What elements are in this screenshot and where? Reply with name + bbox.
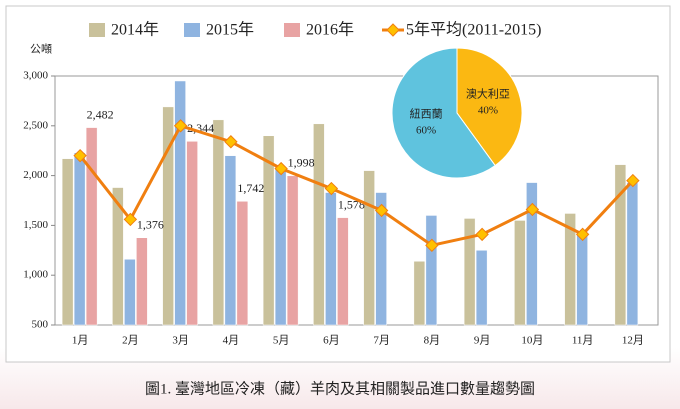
line-marker (525, 202, 540, 217)
x-tick-label: 11月 (572, 335, 594, 347)
x-tick-label: 10月 (521, 335, 543, 347)
bar (112, 187, 124, 326)
bar (186, 141, 198, 326)
x-tick-label: 9月 (474, 335, 491, 347)
line-marker (475, 227, 489, 242)
bar (514, 220, 526, 326)
x-tick-label: 6月 (323, 335, 340, 347)
bar (313, 123, 325, 326)
bar (475, 250, 488, 326)
bar (576, 233, 588, 326)
bar (85, 127, 98, 326)
bar (124, 259, 136, 326)
data-label: 1,998 (288, 156, 315, 170)
bar (614, 164, 627, 326)
line-marker (626, 173, 640, 188)
bar (286, 175, 299, 326)
line-marker (73, 148, 87, 163)
line-marker (173, 119, 188, 133)
pie-slice (456, 47, 523, 167)
y-tick-label: 2,000 (23, 169, 48, 181)
legend-label: 2016年 (306, 21, 354, 39)
bar (212, 119, 225, 326)
data-label: 2,344 (187, 121, 214, 135)
x-tick-label: 1月 (72, 335, 89, 347)
y-tick-label: 2,500 (23, 119, 48, 131)
bar (375, 192, 387, 326)
pie-value-label: 60% (416, 125, 436, 137)
bar (337, 217, 349, 326)
y-tick-label: 3,000 (23, 70, 48, 82)
bar (162, 106, 174, 326)
pie-slice (391, 47, 496, 179)
bar (174, 80, 186, 326)
bar (325, 192, 337, 326)
bar (413, 261, 426, 326)
line-marker (123, 212, 138, 227)
x-tick-label: 12月 (622, 335, 644, 347)
average-line (78, 123, 634, 247)
data-label: 2,482 (87, 107, 114, 121)
bar (564, 213, 576, 326)
x-tick-label: 7月 (373, 335, 390, 347)
legend-marker (386, 23, 400, 37)
pie-label: 澳大利亞 (466, 86, 510, 100)
pie-value-label: 40% (478, 104, 498, 116)
legend-swatch (89, 23, 105, 37)
legend-label: 2014年 (111, 21, 159, 39)
x-tick-label: 3月 (172, 335, 189, 347)
x-tick-label: 5月 (273, 335, 290, 347)
y-tick-label: 500 (32, 319, 49, 331)
line-marker (575, 227, 590, 242)
x-tick-label: 2月 (122, 335, 139, 347)
legend-label: 2015年 (206, 21, 254, 39)
x-tick-label: 4月 (223, 335, 240, 347)
caption: 圖1. 臺灣地區冷凍（藏）羊肉及其相關製品進口數量趨勢圖 (145, 380, 535, 397)
bar (224, 155, 237, 326)
bar (363, 170, 375, 326)
bar (425, 215, 438, 326)
x-tick-label: 8月 (424, 335, 441, 347)
data-label: 1,376 (137, 218, 164, 232)
bar (274, 167, 287, 326)
line-marker (274, 161, 288, 176)
bar (61, 158, 74, 326)
bar (236, 201, 249, 326)
pie-label: 紐西蘭 (410, 108, 443, 121)
data-label: 1,742 (237, 181, 264, 195)
data-label: 1,578 (338, 197, 365, 211)
legend-swatch (184, 23, 200, 37)
legend-label: 5年平均(2011-2015) (406, 21, 541, 39)
bar (526, 182, 538, 326)
legend-swatch (284, 23, 300, 37)
bar (463, 218, 476, 326)
y-tick-label: 1,000 (23, 269, 48, 281)
y-axis-label: 公噸 (30, 42, 52, 56)
line-marker (374, 203, 389, 218)
line-marker (224, 135, 238, 149)
bar (73, 152, 86, 326)
bar (136, 237, 148, 326)
line-marker (324, 181, 339, 196)
bar (262, 135, 275, 326)
y-tick-label: 1,500 (23, 219, 48, 231)
bar (626, 182, 639, 326)
plot-border (54, 75, 659, 326)
line-marker (425, 238, 439, 253)
